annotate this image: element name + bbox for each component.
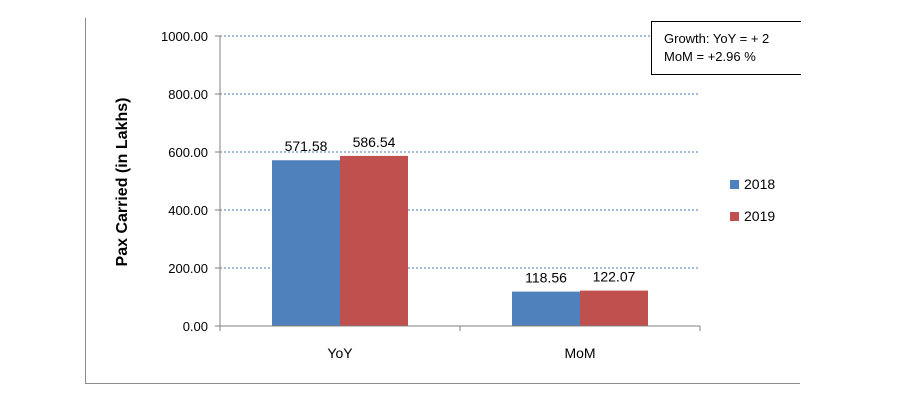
y-axis-title: Pax Carried (in Lakhs) [114, 98, 131, 267]
data-labels: 571.58 586.54 118.56 122.07 [285, 134, 636, 286]
data-label: 122.07 [593, 269, 636, 285]
y-tick-label: 800.00 [168, 87, 208, 102]
legend-item: 2018 [730, 174, 775, 194]
annotation-line-1: Growth: YoY = + 2 [664, 31, 770, 46]
bar-2018-YoY [272, 160, 340, 326]
y-tick-label: 1000.00 [161, 29, 208, 44]
y-tick-label: 0.00 [183, 319, 208, 334]
data-label: 118.56 [525, 270, 567, 286]
bar-2019-MoM [580, 290, 648, 326]
x-tick-label: YoY [327, 345, 353, 361]
y-tick-label: 400.00 [168, 203, 208, 218]
data-label: 586.54 [353, 134, 396, 150]
y-tick-label: 600.00 [168, 145, 208, 160]
legend: 2018 2019 [730, 174, 775, 238]
x-tick-label: MoM [564, 345, 595, 361]
x-axis: YoY MoM [219, 325, 701, 361]
y-tick-label: 200.00 [168, 261, 208, 276]
bars [272, 155, 648, 326]
chart-frame [85, 18, 800, 384]
bar-2018-MoM [512, 291, 580, 326]
legend-label: 2018 [744, 176, 776, 192]
legend-swatch [730, 179, 739, 189]
annotation-line-2: MoM = +2.96 % [664, 49, 756, 64]
bar-2019-YoY [340, 155, 408, 326]
y-axis-ticks: 0.00 200.00 400.00 600.00 800.00 1000.00 [161, 29, 221, 334]
growth-annotation: Growth: YoY = + 2 MoM = +2.96 % [651, 21, 801, 75]
legend-item: 2019 [730, 206, 775, 226]
legend-label: 2019 [744, 208, 776, 224]
legend-swatch [730, 211, 739, 221]
data-label: 571.58 [285, 138, 328, 154]
